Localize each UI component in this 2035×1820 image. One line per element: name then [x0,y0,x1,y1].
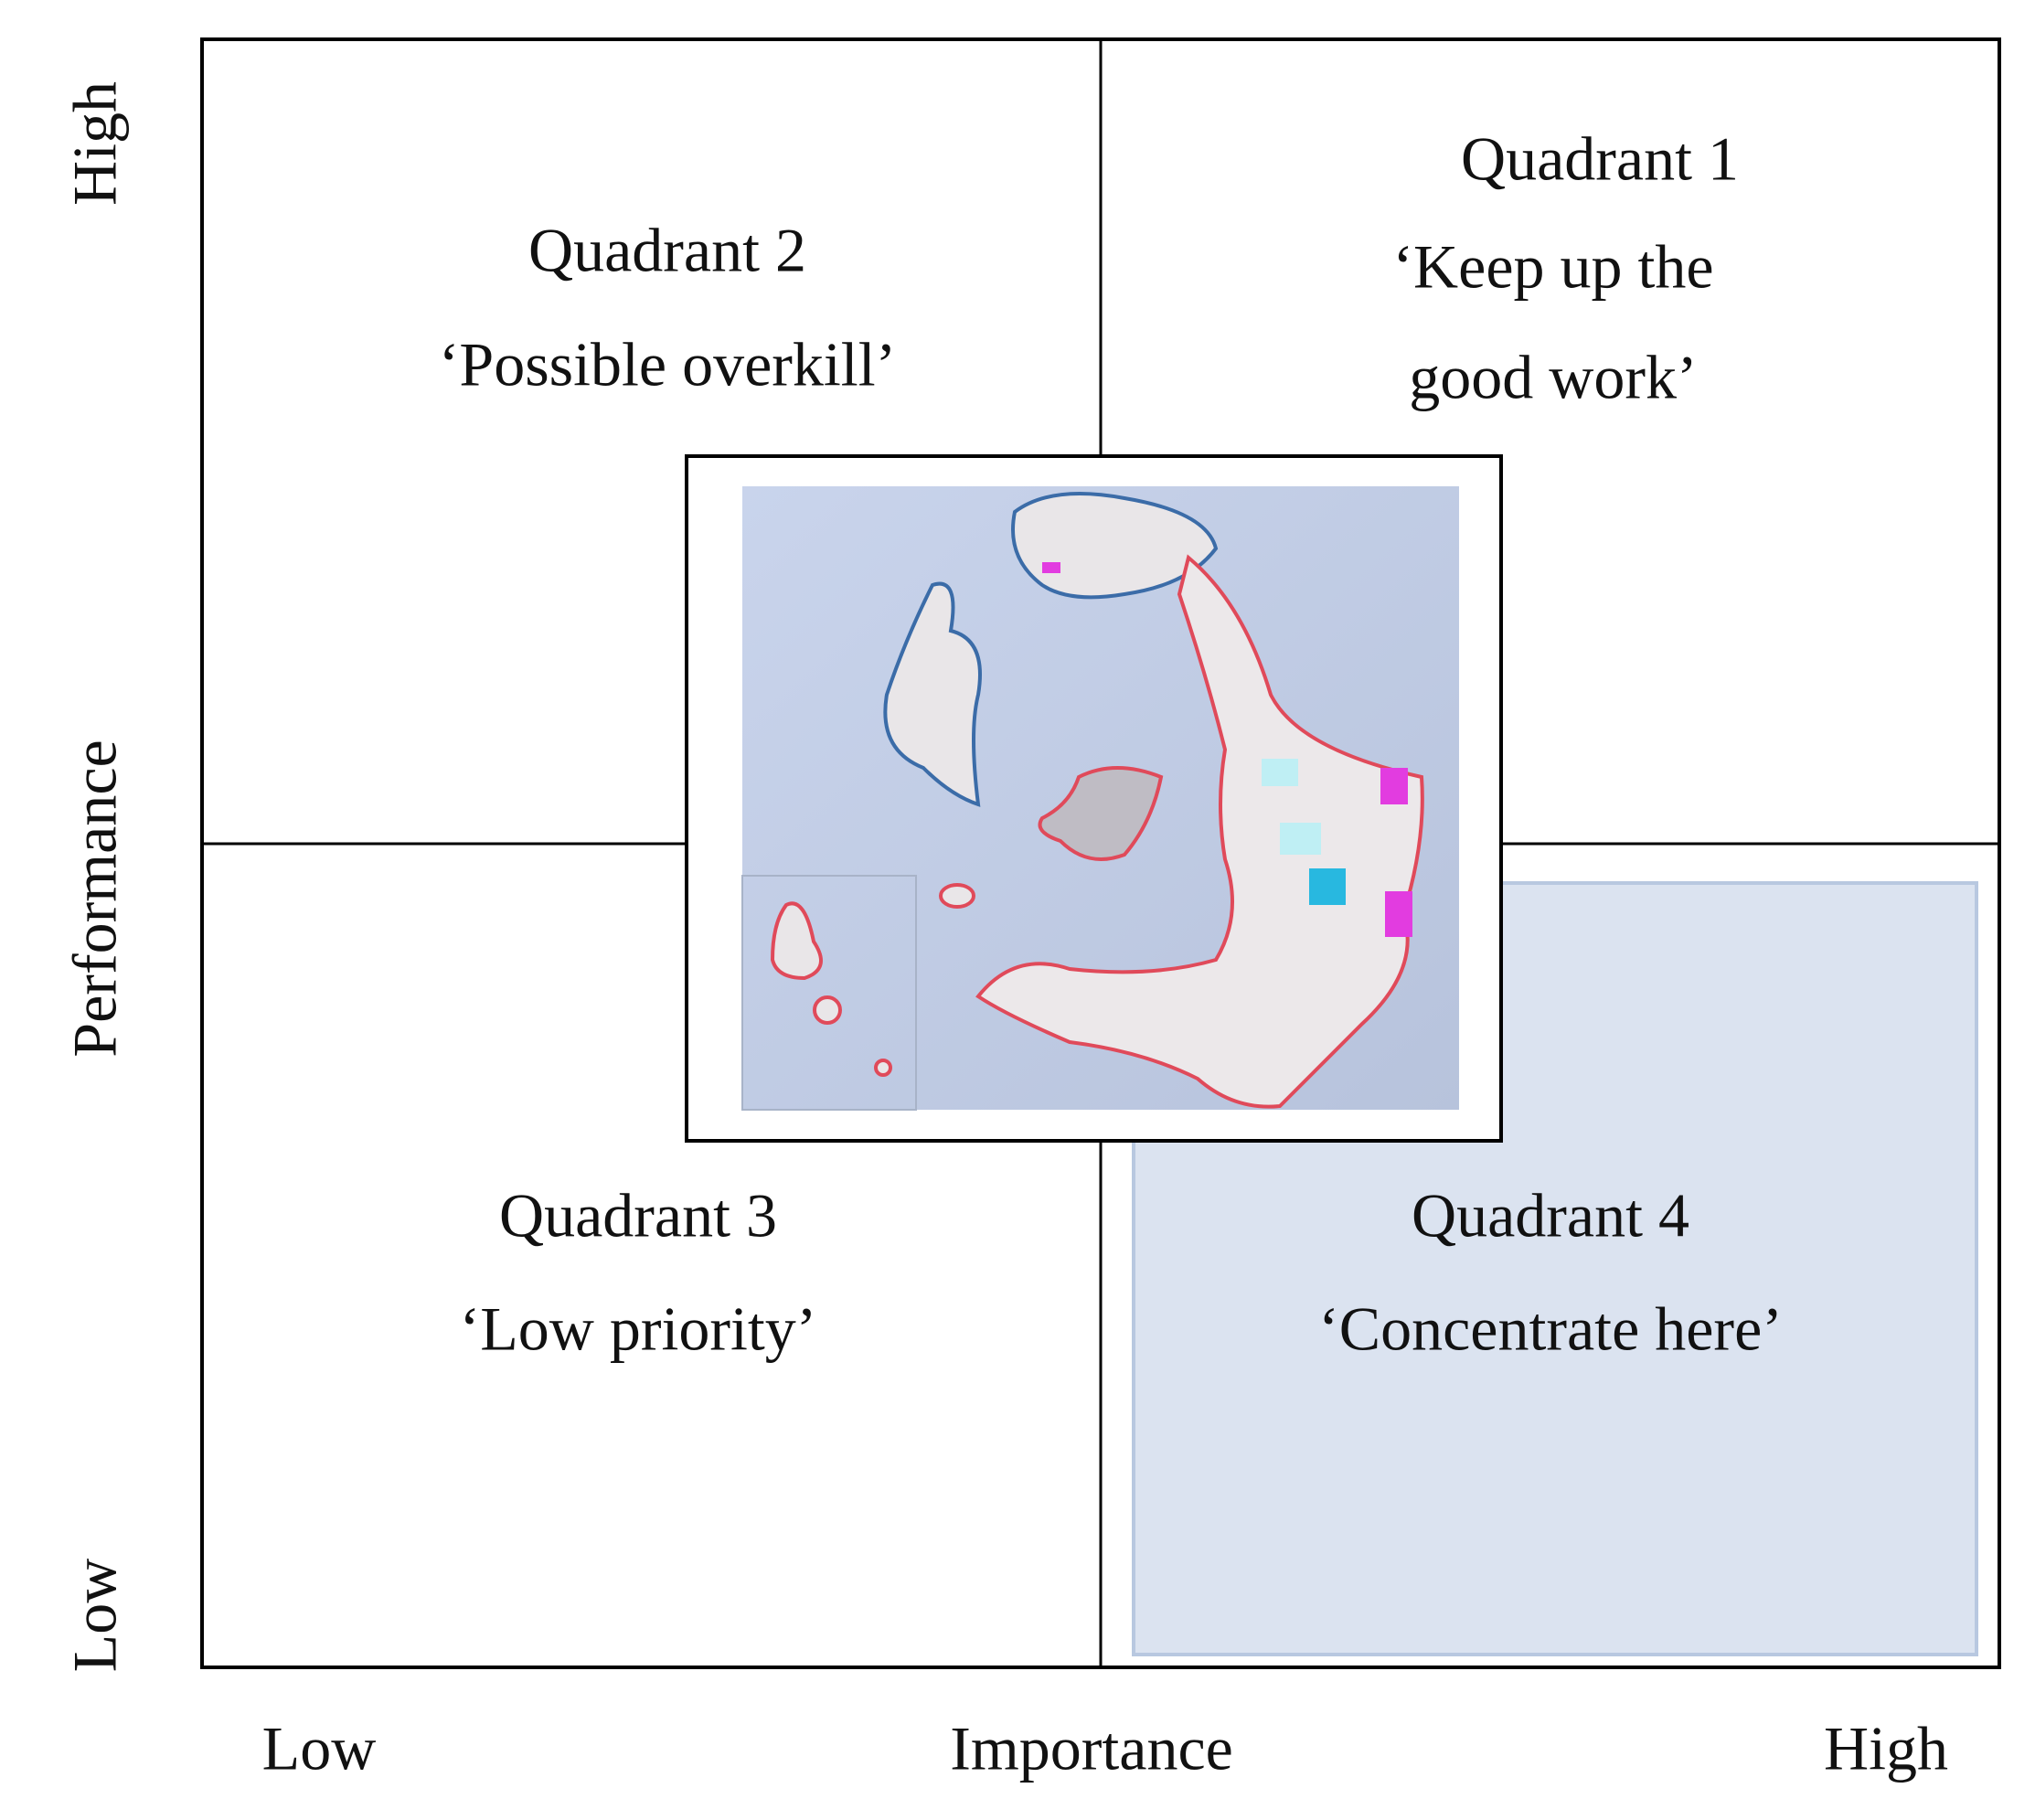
x-axis-low: Low [262,1714,377,1783]
map-island [883,581,982,807]
map-zone [1380,768,1408,804]
map-zone [1385,891,1412,937]
map-islet [939,883,975,909]
quadrant-label: ‘Low priority’ [460,1294,817,1364]
map-zone [1262,759,1298,786]
x-axis-high: High [1824,1714,1948,1783]
map-island [975,554,1424,1109]
quadrant-label: ‘Keep up the [1392,232,1713,302]
quadrant-title: Quadrant 4 [1412,1181,1689,1251]
map-zone [1042,562,1060,573]
map-islet [874,1059,892,1077]
quadrant-label: good work’ [1409,343,1697,412]
map-islet [813,995,842,1025]
map-island [1038,766,1164,861]
map-island [770,901,823,981]
y-axis-high: High [60,81,130,206]
y-axis-title: Performance [60,740,130,1057]
y-axis-low: Low [60,1559,130,1673]
map-zone [1309,868,1346,905]
quadrant-label: ‘Possible overkill’ [439,330,897,399]
quadrant-label: ‘Concentrate here’ [1318,1294,1783,1364]
map-inset [685,454,1503,1143]
x-axis-title: Importance [950,1714,1233,1783]
quadrant-title: Quadrant 3 [499,1181,777,1251]
map-inset-frame [741,875,917,1111]
quadrant-title: Quadrant 2 [528,216,806,285]
map-zone [1280,823,1321,855]
quadrant-title: Quadrant 1 [1461,124,1739,194]
